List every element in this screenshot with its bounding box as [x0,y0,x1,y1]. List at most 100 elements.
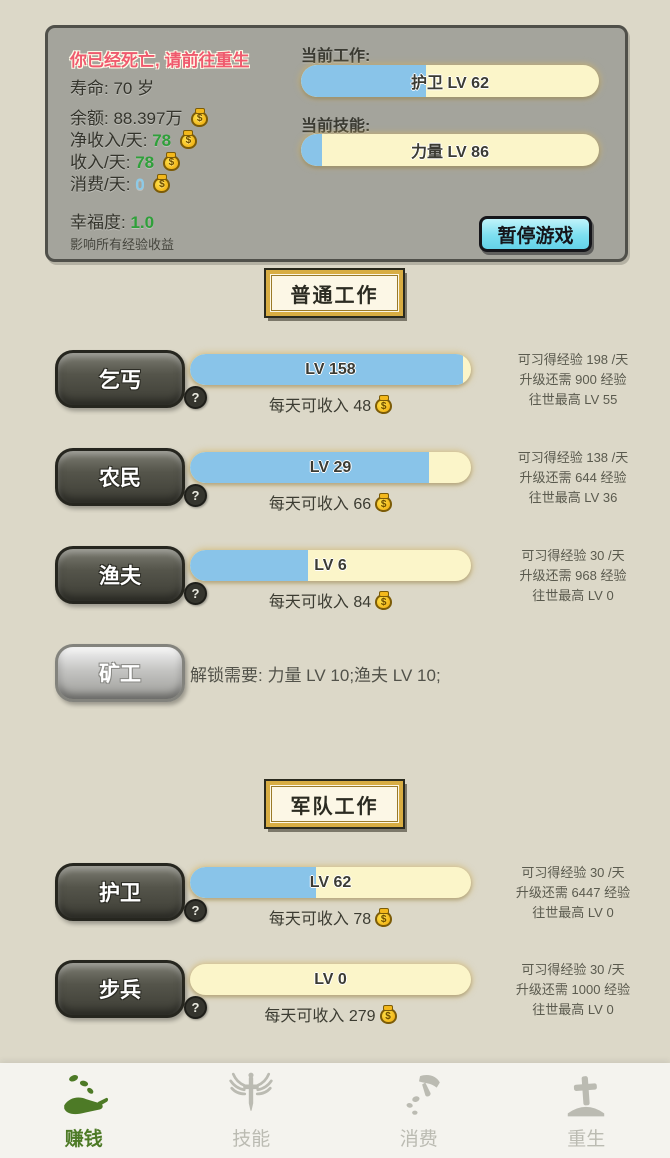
tab-label: 消费 [399,1128,438,1150]
exp-per-day: 可习得经验 30 /天 [521,548,625,563]
exp-per-day: 可习得经验 30 /天 [521,962,625,977]
job-row-fisherman: 渔夫 LV 6 ? 每天可收入 84 可习得经验 30 /天 升级还需 968 … [0,546,670,624]
happiness-value: 1.0 [130,213,155,232]
job-row-miner-locked: 矿工 解锁需要: 力量 LV 10;渔夫 LV 10; [0,644,670,722]
balance-value: 88.397万 [113,109,183,128]
exp-per-day: 可习得经验 30 /天 [521,865,625,880]
tab-rebirth[interactable]: 重生 [503,1063,670,1158]
job-progressbar[interactable]: LV 158 [190,354,471,385]
hand-coins-icon [63,1074,108,1114]
money-bag-icon [162,155,180,171]
job-button[interactable]: 乞丐 [55,350,185,408]
job-progress-fill [190,354,463,385]
expense-label: 消费/天: [70,175,131,194]
tab-label: 技能 [232,1128,271,1150]
past-best-level: 往世最高 LV 0 [532,905,614,920]
job-row-beggar: 乞丐 LV 158 ? 每天可收入 48 可习得经验 198 /天 升级还需 9… [0,350,670,428]
expense-value: 0 [135,175,145,194]
happiness-label: 幸福度: [70,213,126,232]
stats-list: 余额: 88.397万 净收入/天: 78 收入/天: 78 消费/天: 0 [70,108,209,196]
job-income-text: 每天可收入 279 [190,1002,471,1026]
status-panel: 你已经死亡, 请前往重生 寿命: 70 岁 余额: 88.397万 净收入/天:… [45,25,628,262]
bottom-tab-bar: 赚钱 技能 [0,1063,670,1158]
job-exp-info: 可习得经验 138 /天 升级还需 644 经验 往世最高 LV 36 [477,448,669,508]
money-bag-icon [375,911,393,927]
tab-earn-money[interactable]: 赚钱 [0,1063,168,1158]
job-income-text: 每天可收入 84 [190,588,471,612]
job-progress-fill [190,867,317,898]
job-level-text: LV 0 [314,970,347,988]
death-notice: 你已经死亡, 请前往重生 [70,51,250,70]
net-income-label: 净收入/天: [70,131,148,150]
job-level-text: LV 29 [309,458,352,476]
income-line: 收入/天: 78 [70,152,208,174]
hand-spend-icon [406,1074,440,1115]
section-header-army-jobs: 军队工作 [266,781,403,827]
money-bag-icon [375,496,393,512]
job-progress-fill [190,452,429,483]
help-icon[interactable]: ? [184,386,207,409]
winged-sword-icon [229,1072,273,1111]
job-button-locked[interactable]: 矿工 [55,644,185,702]
past-best-level: 往世最高 LV 36 [528,490,618,505]
current-skill-progressbar: 力量 LV 86 [301,134,599,166]
income-value: 78 [135,153,155,172]
job-progressbar[interactable]: LV 29 [190,452,471,483]
help-icon[interactable]: ? [184,899,207,922]
job-exp-info: 可习得经验 198 /天 升级还需 900 经验 往世最高 LV 55 [477,350,669,410]
expense-line: 消费/天: 0 [70,174,208,196]
job-exp-info: 可习得经验 30 /天 升级还需 1000 经验 往世最高 LV 0 [477,960,669,1020]
job-progressbar[interactable]: LV 6 [190,550,471,581]
money-bag-icon [375,594,393,610]
job-income-text: 每天可收入 48 [190,392,471,416]
exp-per-day: 可习得经验 138 /天 [517,450,629,465]
past-best-level: 往世最高 LV 0 [532,1002,614,1017]
job-income-text: 每天可收入 66 [190,490,471,514]
net-income-line: 净收入/天: 78 [70,130,208,152]
current-job-bar-text: 护卫 LV 62 [411,75,489,92]
help-icon[interactable]: ? [184,996,207,1019]
job-button[interactable]: 农民 [55,448,185,506]
job-progressbar[interactable]: LV 0 [190,964,471,995]
tab-skills[interactable]: 技能 [168,1063,336,1158]
exp-per-day: 可习得经验 198 /天 [517,352,629,367]
exp-to-next: 升级还需 1000 经验 [515,982,631,997]
help-icon[interactable]: ? [184,484,207,507]
job-exp-info: 可习得经验 30 /天 升级还需 6447 经验 往世最高 LV 0 [477,863,669,923]
past-best-level: 往世最高 LV 0 [532,588,614,603]
job-level-text: LV 158 [305,360,356,378]
exp-to-next: 升级还需 968 经验 [519,568,627,583]
exp-to-next: 升级还需 644 经验 [519,470,627,485]
job-row-farmer: 农民 LV 29 ? 每天可收入 66 可习得经验 138 /天 升级还需 64… [0,448,670,526]
money-bag-icon [379,1008,397,1024]
unlock-requirement-text: 解锁需要: 力量 LV 10;渔夫 LV 10; [190,665,441,685]
money-bag-icon [375,398,393,414]
money-bag-icon [179,133,197,149]
current-job-progress-fill [301,65,427,97]
job-level-text: LV 62 [309,873,352,891]
current-skill-progress-fill [301,134,322,166]
job-level-text: LV 6 [314,556,347,574]
balance-line: 余额: 88.397万 [70,108,209,130]
help-icon[interactable]: ? [184,582,207,605]
job-button[interactable]: 步兵 [55,960,185,1018]
current-job-label: 当前工作: [301,48,371,65]
job-progressbar[interactable]: LV 62 [190,867,471,898]
job-button[interactable]: 渔夫 [55,546,185,604]
job-progress-fill [190,550,309,581]
job-button[interactable]: 护卫 [55,863,185,921]
lifespan-text: 寿命: 70 岁 [70,79,155,98]
job-exp-info: 可习得经验 30 /天 升级还需 968 经验 往世最高 LV 0 [477,546,669,606]
balance-label: 余额: [70,109,109,128]
job-income-text: 每天可收入 78 [190,905,471,929]
section-title: 普通工作 [290,284,379,307]
money-bag-icon [153,177,171,193]
job-row-guard: 护卫 LV 62 ? 每天可收入 78 可习得经验 30 /天 升级还需 644… [0,863,670,941]
pause-game-button[interactable]: 暂停游戏 [479,216,592,252]
net-income-value: 78 [152,131,172,150]
section-title: 军队工作 [290,795,379,818]
income-label: 收入/天: [70,153,131,172]
section-header-normal-jobs: 普通工作 [266,270,403,316]
tab-spend[interactable]: 消费 [335,1063,503,1158]
